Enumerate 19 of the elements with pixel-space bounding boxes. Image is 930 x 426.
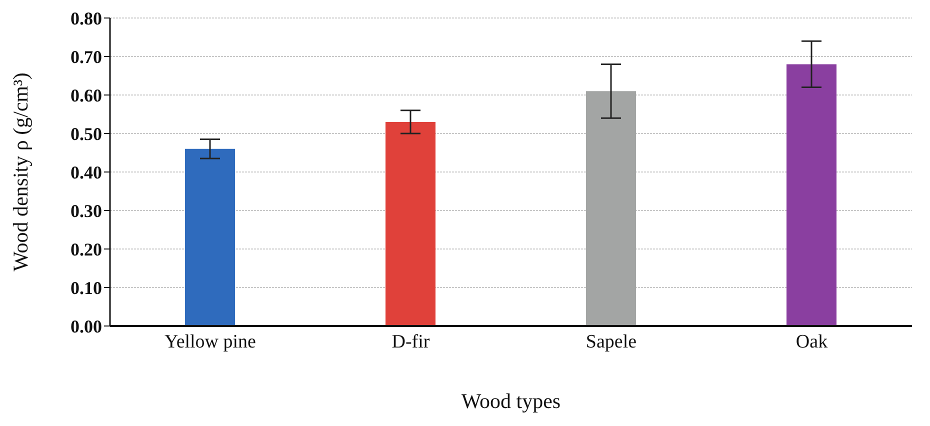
y-tick-label: 0.80 xyxy=(70,8,102,28)
y-tick-label: 0.20 xyxy=(70,239,102,260)
y-tick-label: 0.30 xyxy=(70,200,102,221)
bar xyxy=(386,122,436,326)
y-tick-label: 0.00 xyxy=(70,316,102,336)
bar xyxy=(786,64,836,326)
y-tick-label: 0.40 xyxy=(70,162,102,182)
y-tick-label: 0.50 xyxy=(70,124,102,144)
x-axis-title: Wood types xyxy=(461,389,561,413)
x-tick-label: Oak xyxy=(796,331,828,352)
x-tick-label: Yellow pine xyxy=(164,331,256,352)
bar xyxy=(586,91,636,326)
y-tick-label: 0.10 xyxy=(70,278,102,298)
y-tick-label: 0.60 xyxy=(70,85,102,106)
x-tick-label: D-fir xyxy=(392,331,430,352)
bar xyxy=(185,148,235,326)
y-axis-title: Wood density ρ (g/cm³) xyxy=(8,72,32,272)
x-tick-label: Sapele xyxy=(586,331,637,352)
y-tick-label: 0.70 xyxy=(70,46,102,67)
